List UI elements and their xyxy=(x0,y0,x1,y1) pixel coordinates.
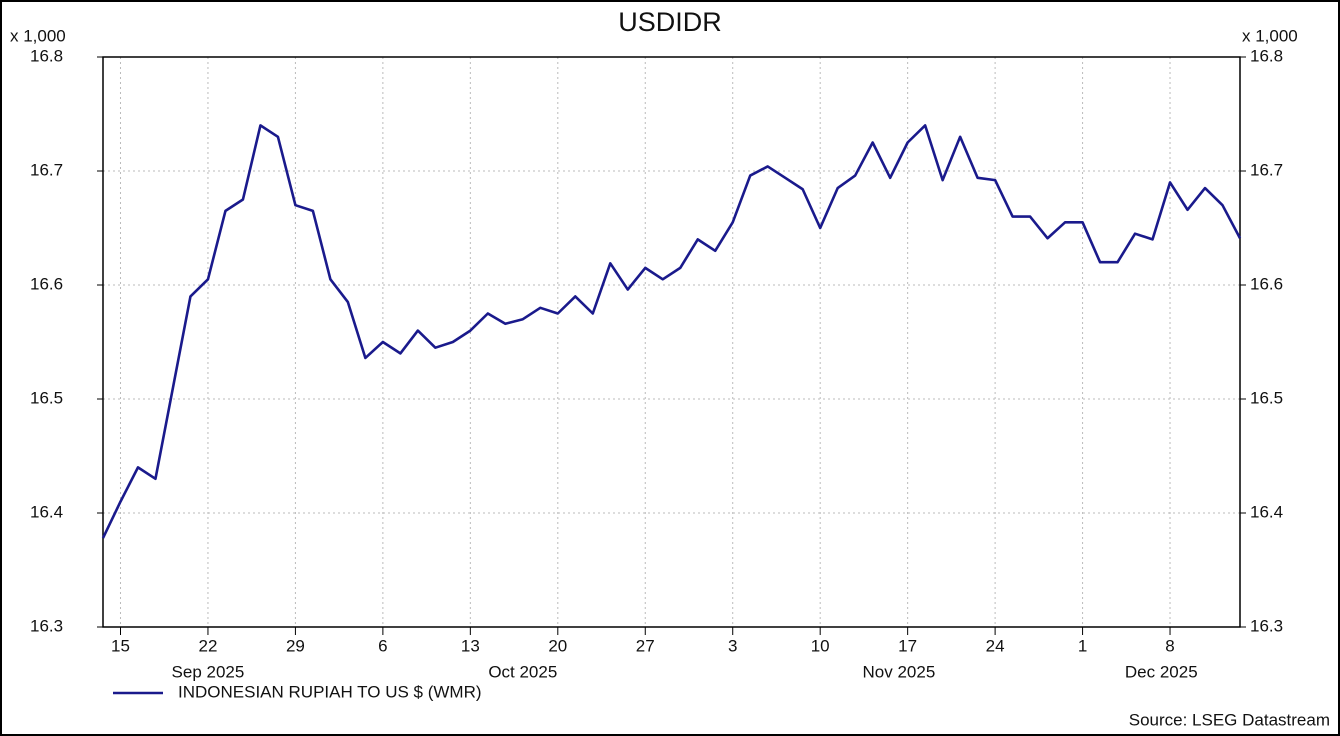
month-label: Dec 2025 xyxy=(1125,662,1198,681)
chart-title: USDIDR xyxy=(618,7,722,37)
x-tick-label: 27 xyxy=(636,636,655,655)
x-tick-label: 8 xyxy=(1165,636,1174,655)
legend-label: INDONESIAN RUPIAH TO US $ (WMR) xyxy=(178,682,482,701)
y2-tick-label: 16.7 xyxy=(1250,160,1283,179)
x-tick-label: 29 xyxy=(286,636,305,655)
y-tick-label: 16.3 xyxy=(30,616,63,635)
x-tick-label: 15 xyxy=(111,636,130,655)
y2-tick-label: 16.3 xyxy=(1250,616,1283,635)
x-tick-label: 20 xyxy=(548,636,567,655)
y-tick-label: 16.8 xyxy=(30,46,63,65)
source-note: Source: LSEG Datastream xyxy=(1129,710,1330,729)
x-tick-label: 13 xyxy=(461,636,480,655)
x-tick-label: 24 xyxy=(986,636,1005,655)
month-label: Sep 2025 xyxy=(172,662,245,681)
plot-area xyxy=(102,56,1241,628)
y2-tick-label: 16.4 xyxy=(1250,502,1283,521)
y-tick-label: 16.6 xyxy=(30,274,63,293)
x-tick-label: 6 xyxy=(378,636,387,655)
y2-tick-label: 16.5 xyxy=(1250,388,1283,407)
y2-unit-label: x 1,000 xyxy=(1242,26,1298,45)
y-unit-label: x 1,000 xyxy=(10,26,66,45)
x-tick-label: 22 xyxy=(198,636,217,655)
y-tick-label: 16.7 xyxy=(30,160,63,179)
month-label: Oct 2025 xyxy=(488,662,557,681)
series-line xyxy=(101,124,1242,539)
month-label: Nov 2025 xyxy=(863,662,936,681)
y2-tick-label: 16.8 xyxy=(1250,46,1283,65)
y-tick-label: 16.5 xyxy=(30,388,63,407)
x-tick-label: 10 xyxy=(811,636,830,655)
y-tick-label: 16.4 xyxy=(30,502,63,521)
x-tick-label: 17 xyxy=(898,636,917,655)
x-tick-label: 3 xyxy=(728,636,737,655)
x-tick-label: 1 xyxy=(1078,636,1087,655)
y2-tick-label: 16.6 xyxy=(1250,274,1283,293)
